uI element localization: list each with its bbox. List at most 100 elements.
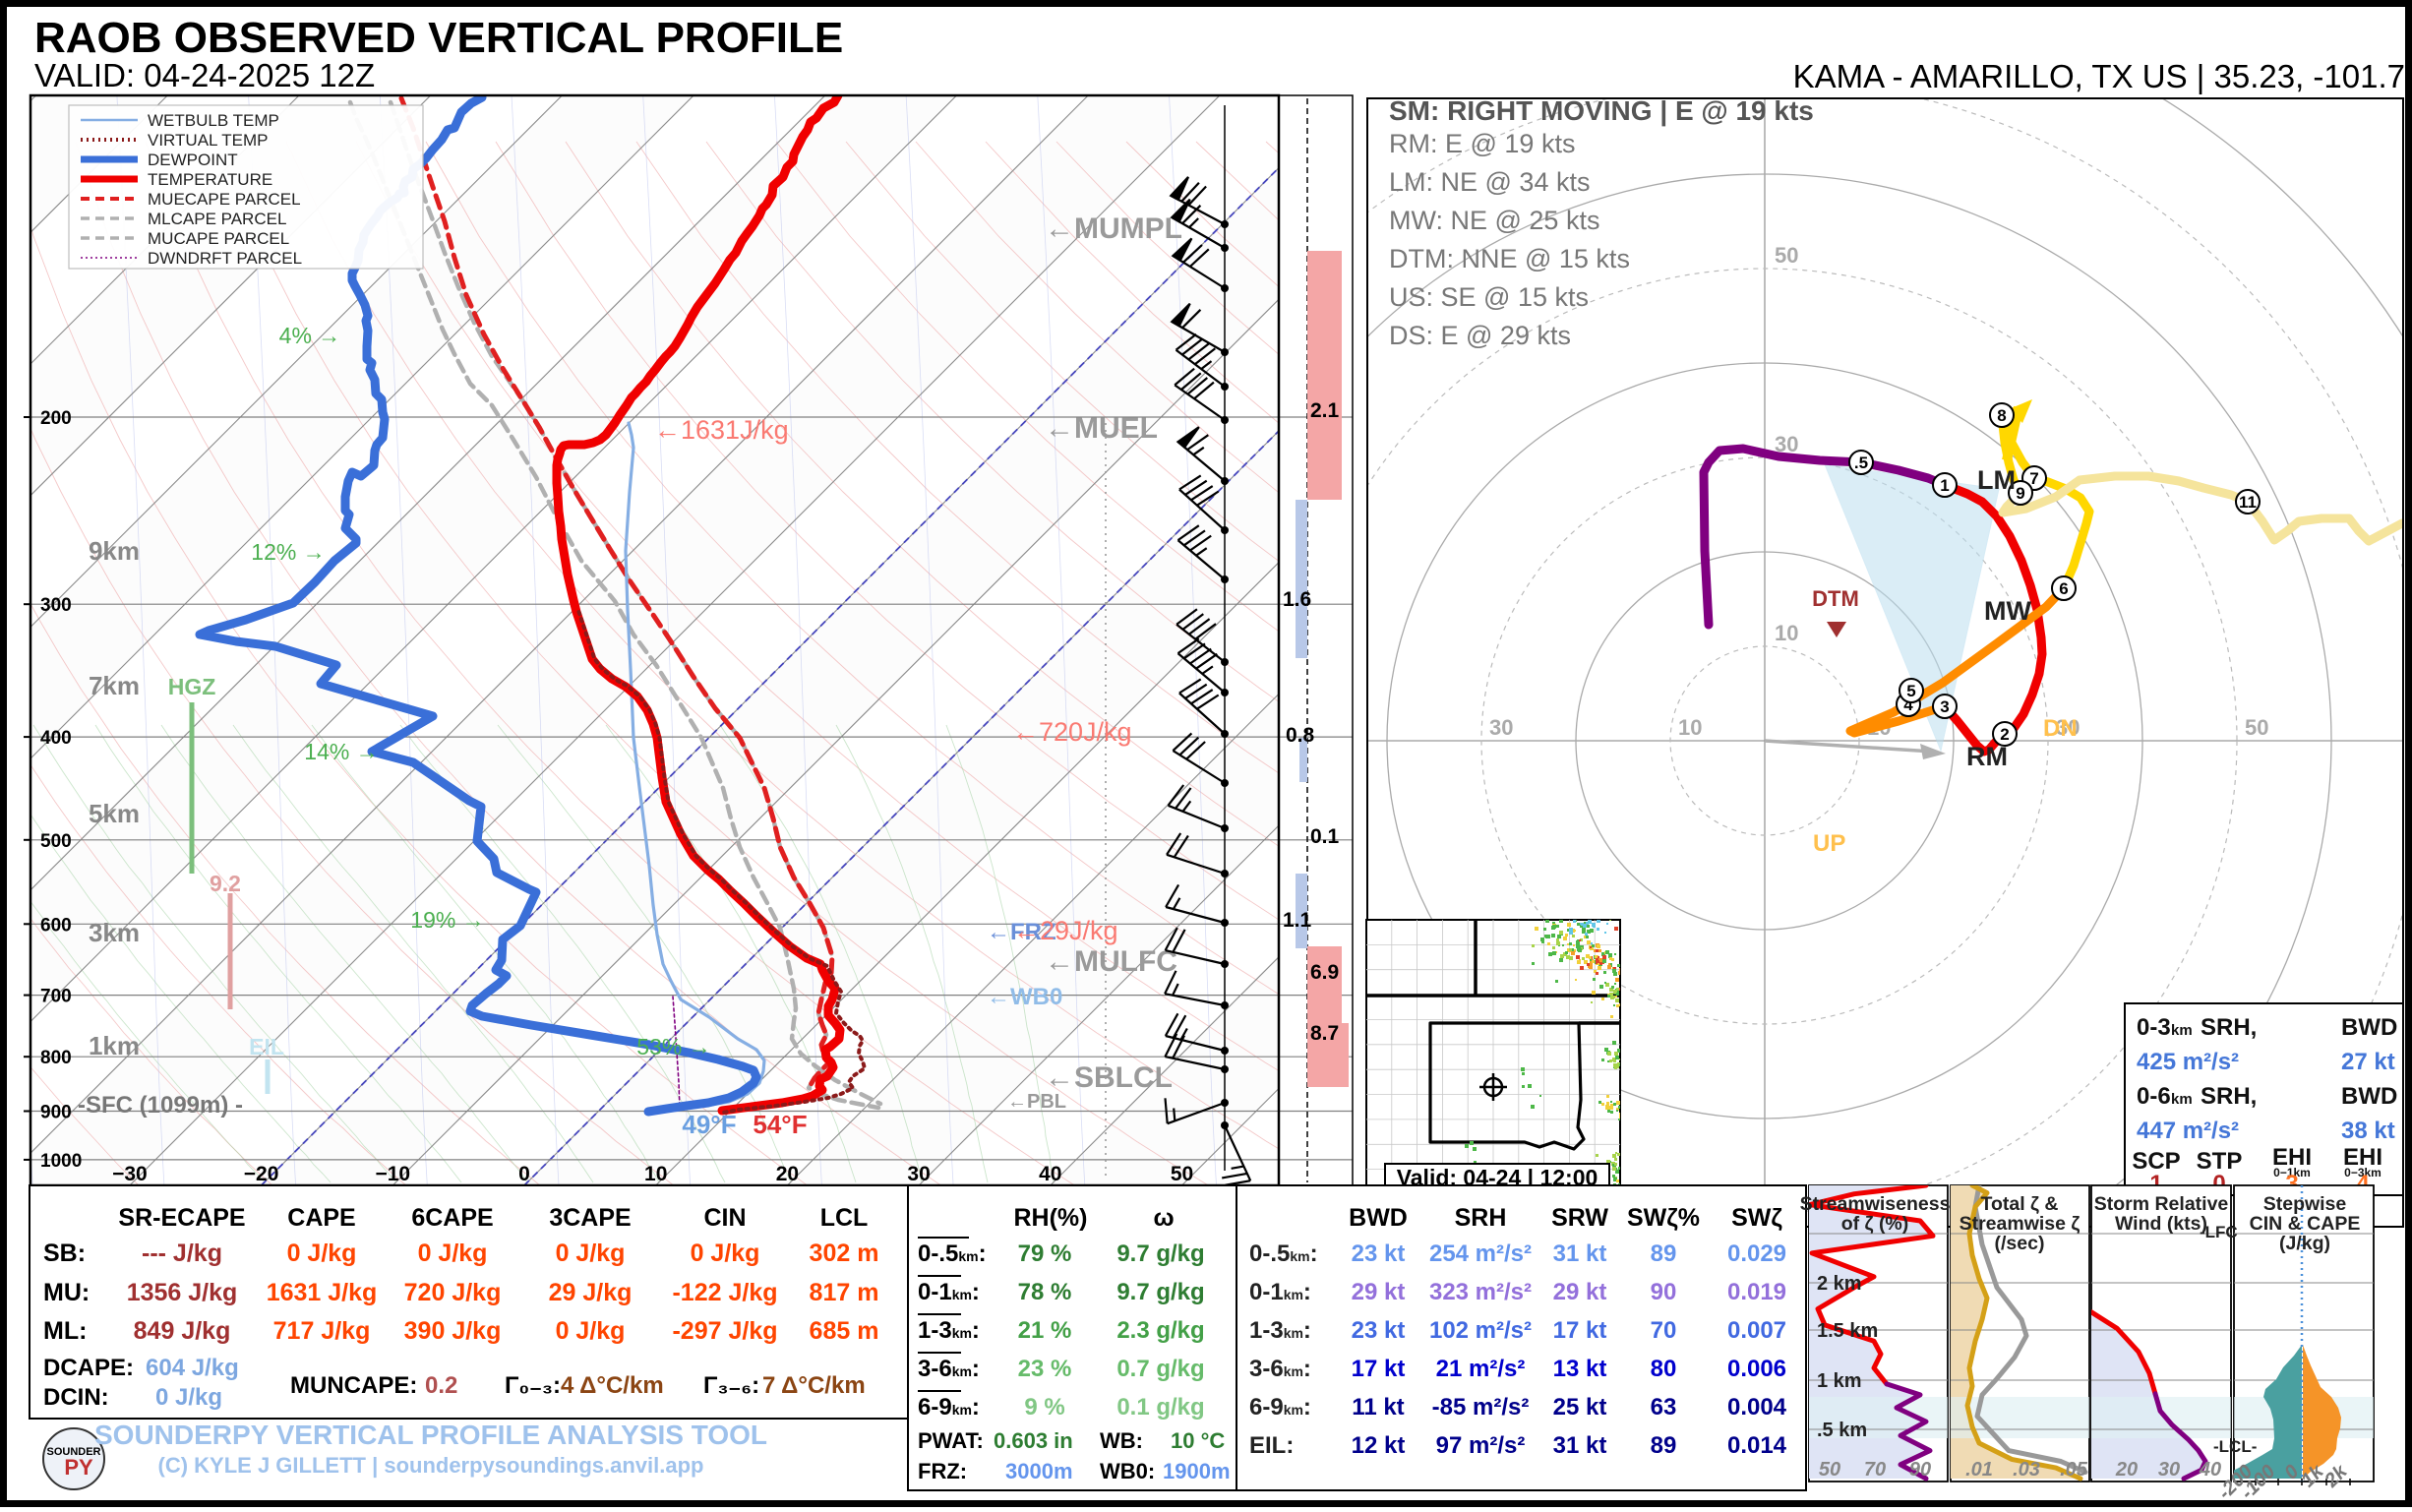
svg-text:23 kt: 23 kt — [1352, 1317, 1406, 1344]
svg-text:EIL: EIL — [249, 1034, 284, 1059]
svg-text:SOUNDER: SOUNDER — [46, 1446, 100, 1458]
svg-text:12 kt: 12 kt — [1352, 1432, 1406, 1459]
svg-text:.01: .01 — [1965, 1459, 1993, 1481]
svg-text:-85 m²/s²: -85 m²/s² — [1432, 1394, 1530, 1421]
svg-text:(/sec): (/sec) — [1995, 1233, 2045, 1254]
svg-text:RM: RM — [1966, 742, 2008, 771]
svg-text:40: 40 — [2199, 1459, 2221, 1481]
svg-text:FRZ:: FRZ: — [918, 1459, 967, 1483]
svg-text:10: 10 — [1775, 621, 1798, 645]
svg-text:900: 900 — [40, 1102, 72, 1122]
svg-text:10 °C: 10 °C — [1171, 1428, 1225, 1453]
svg-text:CIN & CAPE: CIN & CAPE — [2250, 1213, 2361, 1235]
svg-text:0−1km: 0−1km — [2273, 1166, 2311, 1179]
svg-text:←MUEL: ←MUEL — [1045, 412, 1158, 445]
svg-text:5km: 5km — [89, 799, 140, 828]
svg-text:(J/kg): (J/kg) — [2279, 1233, 2330, 1254]
svg-text:-SFC (1099m) -: -SFC (1099m) - — [78, 1092, 243, 1119]
svg-text:817 m: 817 m — [810, 1279, 879, 1306]
svg-text:20: 20 — [2115, 1459, 2138, 1481]
svg-text:1900m: 1900m — [1163, 1459, 1231, 1483]
svg-text:10: 10 — [644, 1163, 667, 1185]
svg-text:MW: NE @ 25 kts: MW: NE @ 25 kts — [1389, 206, 1599, 235]
svg-text:SRH: SRH — [1455, 1204, 1507, 1232]
svg-text:Γ₃₋₆:: Γ₃₋₆: — [703, 1372, 759, 1399]
svg-text:3: 3 — [1940, 697, 1949, 716]
svg-text:SB:: SB: — [43, 1240, 86, 1267]
svg-text:−20: −20 — [244, 1163, 279, 1185]
svg-text:2 km: 2 km — [1817, 1273, 1862, 1295]
svg-text:9: 9 — [2016, 484, 2024, 503]
svg-text:WB0:: WB0: — [1100, 1459, 1155, 1483]
svg-text:6.9: 6.9 — [1310, 961, 1339, 984]
svg-text:0 J/kg: 0 J/kg — [418, 1240, 488, 1267]
svg-text:-122 J/kg: -122 J/kg — [672, 1279, 777, 1306]
svg-text:7km: 7km — [89, 671, 140, 700]
svg-text:1.6: 1.6 — [1283, 588, 1311, 611]
svg-text:23 %: 23 % — [1018, 1356, 1072, 1382]
svg-text:0 J/kg: 0 J/kg — [155, 1384, 222, 1411]
svg-text:1km: 1km — [89, 1031, 140, 1060]
svg-text:STP: STP — [2197, 1148, 2243, 1175]
svg-text:38 kt: 38 kt — [2341, 1118, 2395, 1144]
svg-text:MUNCAPE:: MUNCAPE: — [290, 1372, 417, 1399]
svg-text:447 m²/s²: 447 m²/s² — [2137, 1118, 2239, 1144]
svg-text:29 J/kg: 29 J/kg — [549, 1279, 633, 1306]
svg-text:23 kt: 23 kt — [1352, 1240, 1406, 1267]
svg-text:TEMPERATURE: TEMPERATURE — [148, 170, 272, 189]
svg-text:54°F: 54°F — [753, 1110, 807, 1139]
svg-text:3km: 3km — [89, 918, 140, 947]
svg-text:30: 30 — [2056, 715, 2080, 740]
svg-text:←PBL: ←PBL — [1007, 1091, 1066, 1113]
svg-text:2.1: 2.1 — [1310, 399, 1340, 422]
svg-text:50: 50 — [1171, 1163, 1193, 1185]
svg-text:←MUMPL: ←MUMPL — [1045, 212, 1182, 245]
svg-text:0−3km: 0−3km — [2344, 1166, 2382, 1179]
svg-text:7: 7 — [2029, 469, 2038, 488]
svg-text:PWAT:: PWAT: — [918, 1428, 984, 1453]
svg-text:-297 J/kg: -297 J/kg — [672, 1317, 777, 1345]
svg-text:.05: .05 — [2060, 1459, 2088, 1481]
svg-text:0.7 g/kg: 0.7 g/kg — [1116, 1356, 1204, 1382]
svg-text:DTM: DTM — [1812, 586, 1859, 611]
svg-text:LM: LM — [1977, 465, 2016, 495]
svg-text:9km: 9km — [89, 536, 140, 566]
svg-text:←1631J/kg: ←1631J/kg — [654, 415, 789, 445]
svg-text:3000m: 3000m — [1005, 1459, 1073, 1483]
svg-text:-LFC: -LFC — [2200, 1223, 2238, 1241]
svg-text:BWD: BWD — [1349, 1204, 1408, 1232]
svg-text:3-6km:: 3-6km: — [1249, 1356, 1311, 1382]
svg-text:0.014: 0.014 — [1727, 1432, 1787, 1459]
svg-text:CIN: CIN — [703, 1204, 746, 1232]
svg-text:−30: −30 — [112, 1163, 148, 1185]
svg-text:DTM: NNE @ 15 kts: DTM: NNE @ 15 kts — [1389, 244, 1630, 273]
svg-text:21 m²/s²: 21 m²/s² — [1436, 1356, 1526, 1382]
svg-text:89: 89 — [1651, 1432, 1677, 1459]
svg-text:80: 80 — [1651, 1356, 1677, 1382]
svg-text:78 %: 78 % — [1018, 1279, 1072, 1305]
svg-text:17 kt: 17 kt — [1553, 1317, 1607, 1344]
svg-text:500: 500 — [40, 831, 72, 852]
svg-text:6CAPE: 6CAPE — [411, 1204, 493, 1232]
svg-text:←SBLCL: ←SBLCL — [1045, 1061, 1173, 1094]
svg-text:6: 6 — [2059, 579, 2068, 598]
svg-text:0-3: 0-3 — [2137, 1014, 2171, 1041]
svg-text:0 J/kg: 0 J/kg — [691, 1240, 760, 1267]
svg-text:VIRTUAL TEMP: VIRTUAL TEMP — [148, 131, 269, 150]
svg-text:700: 700 — [40, 987, 72, 1007]
svg-text:4 Δ°C/km: 4 Δ°C/km — [561, 1372, 664, 1399]
svg-text:5: 5 — [1906, 682, 1915, 700]
svg-text:0-6: 0-6 — [2137, 1083, 2171, 1110]
svg-text:SR-ECAPE: SR-ECAPE — [118, 1204, 245, 1232]
svg-text:200: 200 — [40, 408, 72, 429]
svg-text:0.006: 0.006 — [1727, 1356, 1786, 1382]
svg-text:UP: UP — [1813, 830, 1845, 857]
svg-text:90: 90 — [1909, 1459, 1931, 1481]
svg-text:km: km — [2171, 1091, 2193, 1108]
svg-text:10: 10 — [1678, 715, 1702, 740]
svg-text:Streamwise ζ: Streamwise ζ — [1960, 1213, 2080, 1235]
svg-text:9.7 g/kg: 9.7 g/kg — [1116, 1279, 1204, 1305]
svg-text:70: 70 — [1651, 1317, 1677, 1344]
svg-text:SCP: SCP — [2132, 1148, 2180, 1175]
svg-text:97 m²/s²: 97 m²/s² — [1436, 1432, 1526, 1459]
